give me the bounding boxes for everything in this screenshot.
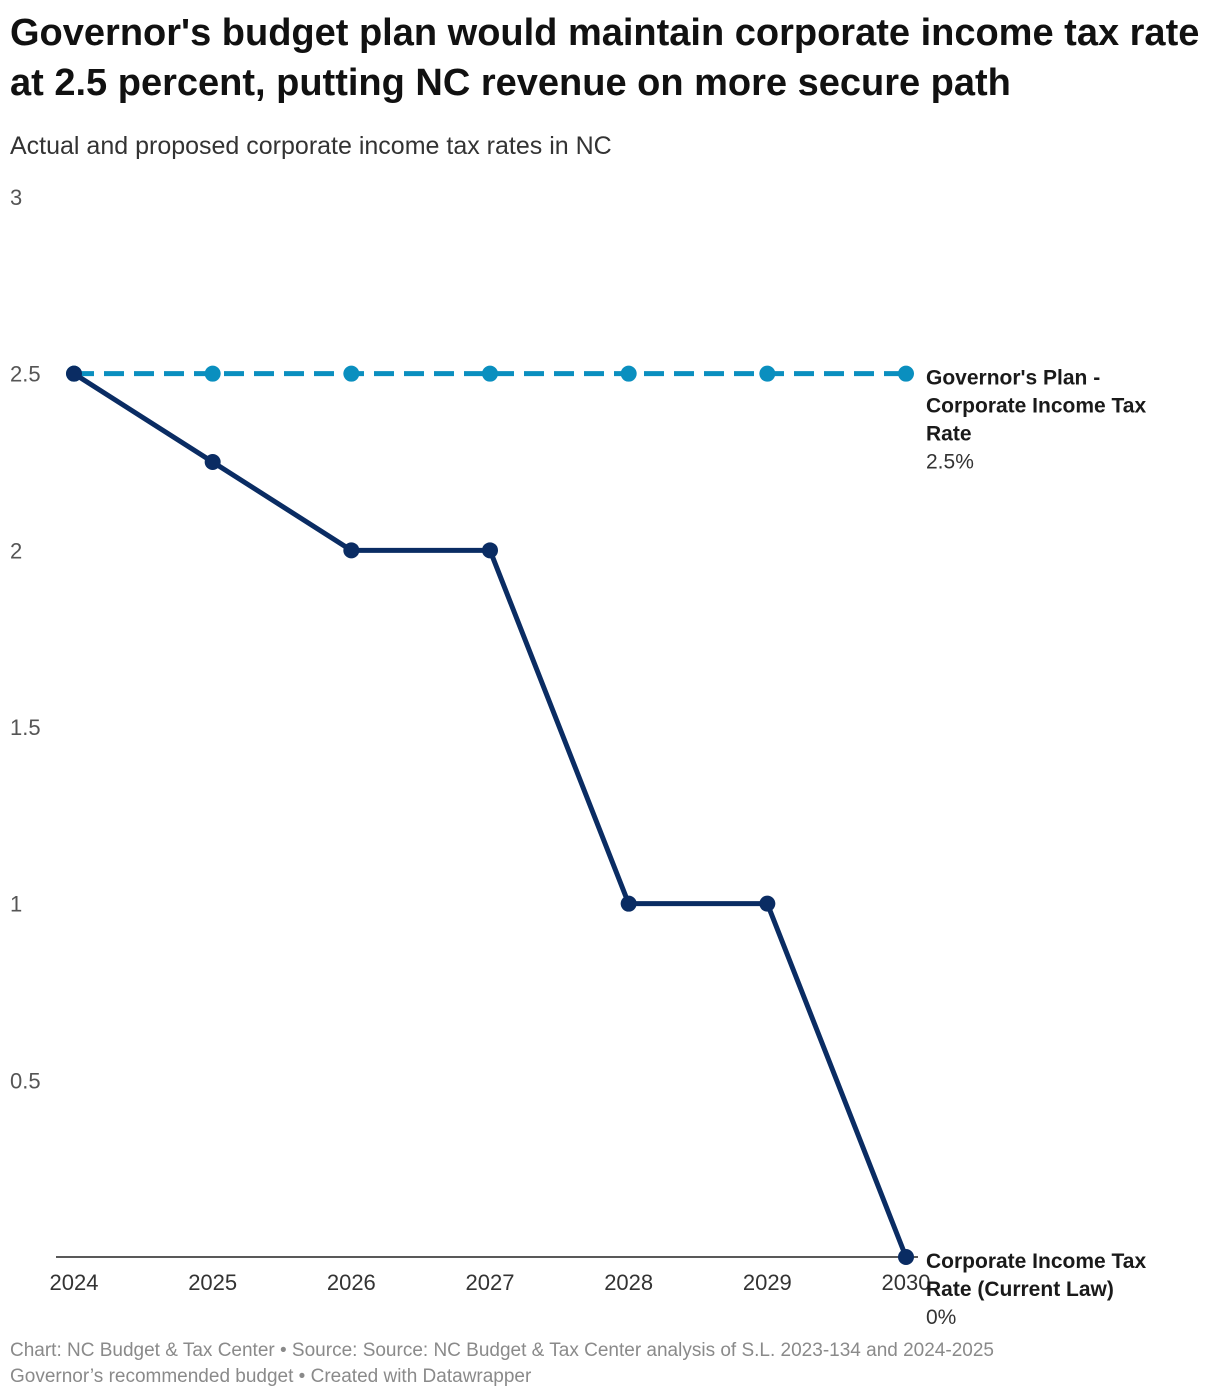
series-line [72, 371, 909, 1258]
series-label-name: Rate (Current Law) [926, 1278, 1114, 1301]
data-point[interactable] [759, 365, 776, 382]
x-tick-label: 2030 [882, 1270, 931, 1295]
series-label-value: 0% [926, 1306, 956, 1329]
y-tick-label: 1 [10, 892, 22, 917]
data-point[interactable] [620, 895, 637, 912]
series-labels: Governor's Plan - Corporate Income Tax Rat… [926, 367, 1146, 1329]
data-point[interactable] [759, 895, 776, 912]
series-layer [66, 365, 914, 1265]
footer-credit-line-2: Governor’s recommended budget • Created … [10, 1366, 532, 1387]
y-axis: 0.5 1 1.5 2 2.5 3 [10, 185, 41, 1093]
x-tick-label: 2024 [50, 1270, 99, 1295]
data-point[interactable] [66, 365, 82, 382]
series-label-name: Governor's Plan - [926, 367, 1100, 390]
x-tick-label: 2029 [743, 1270, 792, 1295]
chart-title: Governor's budget plan would maintain co… [10, 12, 1200, 104]
x-tick-label: 2027 [466, 1270, 515, 1295]
x-axis: 2024 2025 2026 2027 2028 2029 2030 [50, 1256, 931, 1295]
data-point[interactable] [482, 365, 498, 382]
series-label-1: Corporate Income Tax Rate (Current Law) 0% [926, 1250, 1146, 1329]
x-tick-label: 2028 [604, 1270, 653, 1295]
series-1 [66, 365, 914, 1265]
data-point[interactable] [482, 542, 498, 559]
y-tick-label: 1.5 [10, 715, 41, 740]
series-0 [66, 365, 914, 382]
series-label-value: 2.5% [926, 451, 974, 474]
data-point[interactable] [620, 365, 637, 382]
series-label-0: Governor's Plan - Corporate Income Tax Rat… [926, 367, 1146, 474]
y-tick-label: 2.5 [10, 362, 41, 387]
x-tick-label: 2025 [188, 1270, 237, 1295]
series-label-name: Rate [926, 423, 972, 446]
y-tick-label: 2 [10, 538, 22, 563]
chart-subtitle: Actual and proposed corporate income tax… [10, 132, 612, 160]
x-tick-label: 2026 [327, 1270, 376, 1295]
data-point[interactable] [204, 365, 221, 382]
data-point[interactable] [343, 542, 360, 559]
data-point[interactable] [898, 365, 914, 382]
data-point[interactable] [343, 365, 360, 382]
data-point[interactable] [898, 1249, 914, 1265]
series-label-name: Corporate Income Tax [926, 395, 1146, 418]
y-tick-label: 3 [10, 185, 22, 210]
y-tick-label: 0.5 [10, 1068, 41, 1093]
data-point[interactable] [204, 454, 221, 470]
footer-credit-line-1: Chart: NC Budget & Tax Center • Source: … [10, 1340, 994, 1361]
series-label-name: Corporate Income Tax [926, 1250, 1146, 1273]
chart-footer: Chart: NC Budget & Tax Center • Source: … [10, 1338, 1210, 1390]
